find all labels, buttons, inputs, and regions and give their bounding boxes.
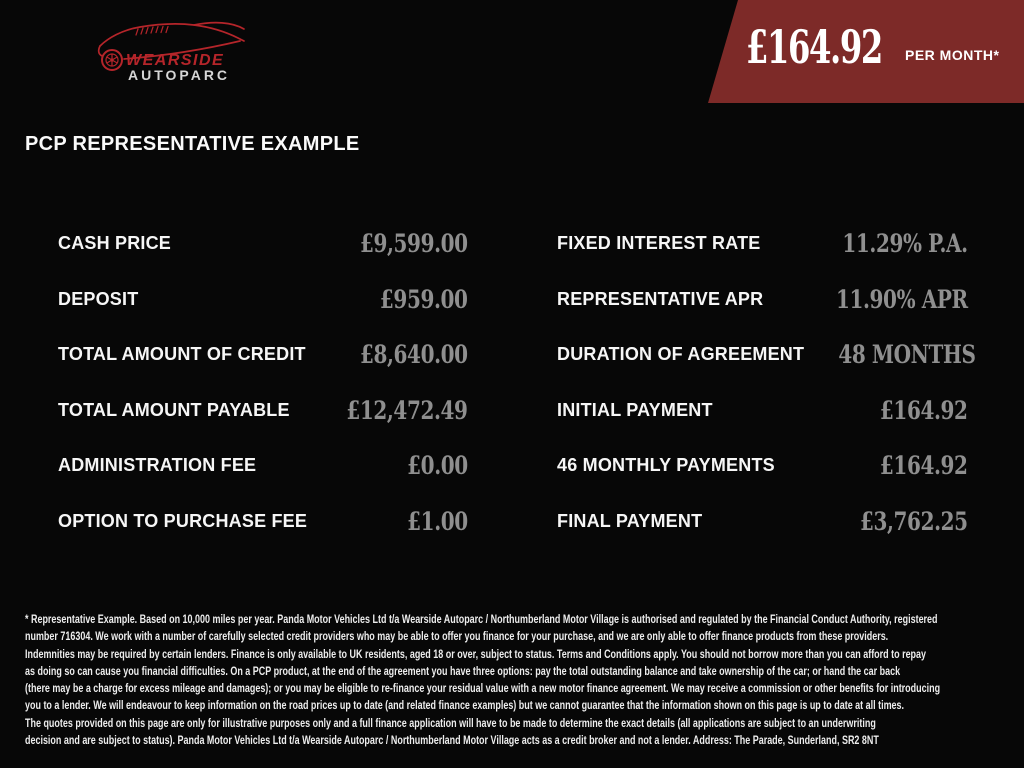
finance-value: 48 MONTHS <box>838 340 977 370</box>
finance-label: DURATION OF AGREEMENT <box>557 344 805 365</box>
logo-wordmark-line1: WEARSIDE <box>126 52 224 69</box>
finance-value: £1.00 <box>407 506 468 536</box>
finance-row-interest-rate: FIXED INTEREST RATE 11.29% P.A. <box>557 216 968 272</box>
finance-value: £164.92 <box>880 451 968 481</box>
finance-row-total-payable: TOTAL AMOUNT PAYABLE £12,472.49 <box>58 383 468 439</box>
finance-label: DEPOSIT <box>58 288 139 309</box>
car-logo-icon: WEARSIDE AUTOPARC <box>97 21 245 83</box>
finance-row-admin-fee: ADMINISTRATION FEE £0.00 <box>58 438 468 494</box>
finance-row-final-payment: FINAL PAYMENT £3,762.25 <box>557 494 968 550</box>
finance-label: TOTAL AMOUNT PAYABLE <box>58 399 290 420</box>
monthly-price-amount: £164.92 <box>746 20 883 74</box>
finance-row-cash-price: CASH PRICE £9,599.00 <box>58 216 468 272</box>
finance-label: TOTAL AMOUNT OF CREDIT <box>58 344 306 365</box>
finance-label: REPRESENTATIVE APR <box>557 288 764 309</box>
disclaimer-line: Indemnities may be required by certain l… <box>25 648 927 661</box>
legal-disclaimer: * Representative Example. Based on 10,00… <box>25 612 1008 750</box>
finance-label: ADMINISTRATION FEE <box>58 455 257 476</box>
disclaimer-line: as doing so can cause you financial diff… <box>25 665 901 678</box>
finance-label: 46 MONTHLY PAYMENTS <box>557 455 775 476</box>
finance-row-total-credit: TOTAL AMOUNT OF CREDIT £8,640.00 <box>58 327 468 383</box>
disclaimer-line: you to a lender. We will endeavour to ke… <box>25 700 905 713</box>
finance-label: FIXED INTEREST RATE <box>557 233 761 254</box>
logo-wordmark-line2: AUTOPARC <box>128 67 230 82</box>
monthly-price-banner: £164.92 PER MONTH* <box>708 0 1024 103</box>
finance-value: 11.29% P.A. <box>842 229 969 259</box>
page-title: PCP REPRESENTATIVE EXAMPLE <box>25 133 360 155</box>
finance-row-initial-payment: INITIAL PAYMENT £164.92 <box>557 383 968 439</box>
wheel-icon <box>101 49 123 71</box>
dealer-logo: WEARSIDE AUTOPARC <box>92 12 252 84</box>
finance-value: £8,640.00 <box>360 340 468 370</box>
finance-value: £9,599.00 <box>360 229 468 259</box>
finance-value: 11.90% APR <box>836 284 968 314</box>
finance-column-left: CASH PRICE £9,599.00 DEPOSIT £959.00 TOT… <box>58 216 468 549</box>
finance-row-deposit: DEPOSIT £959.00 <box>58 272 468 328</box>
finance-row-duration: DURATION OF AGREEMENT 48 MONTHS <box>557 327 976 383</box>
finance-row-monthly-payments: 46 MONTHLY PAYMENTS £164.92 <box>557 438 968 494</box>
disclaimer-line: number 716304. We work with a number of … <box>25 631 889 644</box>
finance-row-option-fee: OPTION TO PURCHASE FEE £1.00 <box>58 494 468 550</box>
finance-value: £959.00 <box>380 284 468 314</box>
finance-value: £12,472.49 <box>346 395 469 425</box>
finance-value: £164.92 <box>880 395 968 425</box>
finance-column-right: FIXED INTEREST RATE 11.29% P.A. REPRESEN… <box>557 216 976 550</box>
finance-value: £3,762.25 <box>860 506 968 536</box>
finance-label: OPTION TO PURCHASE FEE <box>58 510 308 531</box>
finance-value: £0.00 <box>407 451 468 481</box>
finance-row-apr: REPRESENTATIVE APR 11.90% APR <box>557 272 968 328</box>
finance-label: CASH PRICE <box>58 233 172 254</box>
finance-label: INITIAL PAYMENT <box>557 399 713 420</box>
finance-label: FINAL PAYMENT <box>557 510 703 531</box>
disclaimer-line: decision and are subject to status). Pan… <box>25 735 879 748</box>
disclaimer-line: * Representative Example. Based on 10,00… <box>25 614 938 626</box>
monthly-price-period: PER MONTH* <box>905 47 1000 63</box>
disclaimer-line: (there may be a charge for excess mileag… <box>25 683 941 696</box>
disclaimer-line: The quotes provided on this page are onl… <box>25 717 876 730</box>
